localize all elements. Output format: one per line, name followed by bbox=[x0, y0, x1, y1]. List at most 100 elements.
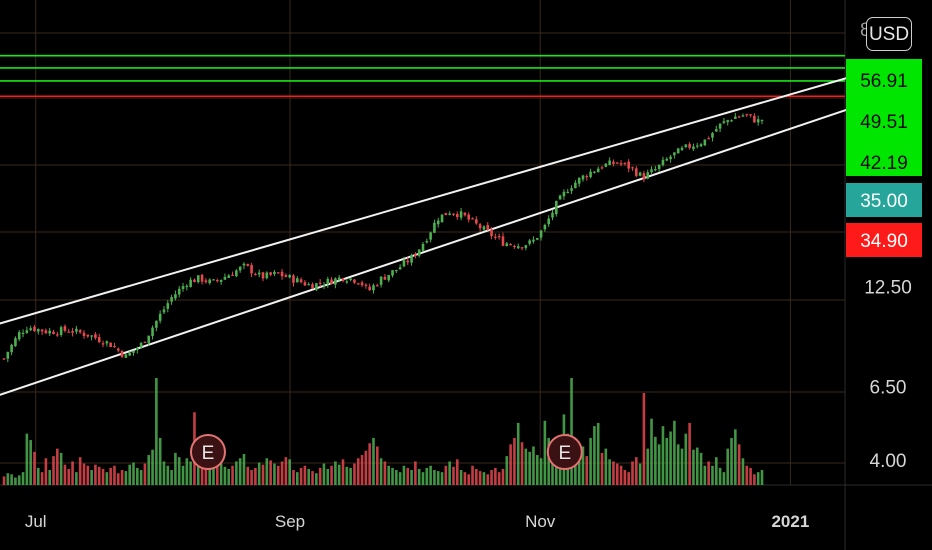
volume-bar bbox=[471, 465, 474, 485]
volume-bar bbox=[56, 448, 59, 485]
candle-body bbox=[261, 272, 265, 279]
volume-bar bbox=[455, 459, 459, 485]
time-axis-label[interactable]: Nov bbox=[525, 512, 556, 531]
candle-body bbox=[478, 224, 482, 229]
volume-bar bbox=[368, 443, 371, 485]
volume-bar bbox=[665, 437, 669, 485]
volume-bar bbox=[429, 465, 432, 485]
candle-body bbox=[59, 327, 63, 335]
candle-body bbox=[513, 245, 516, 248]
candle-body bbox=[417, 249, 421, 256]
horizontal-levels[interactable] bbox=[0, 54, 845, 98]
candle-body bbox=[170, 297, 173, 302]
candle-body bbox=[193, 279, 196, 283]
candle-body bbox=[543, 224, 547, 230]
candle-body bbox=[730, 120, 733, 122]
volume-bar bbox=[593, 426, 596, 485]
volume-bar bbox=[311, 471, 314, 485]
candle-body bbox=[334, 278, 337, 285]
volume-bar bbox=[356, 458, 360, 485]
candle-body bbox=[642, 173, 646, 180]
candle-body bbox=[162, 309, 166, 313]
candle-body bbox=[82, 332, 86, 336]
candle-body bbox=[688, 144, 691, 148]
volume-bar bbox=[52, 456, 55, 485]
volume-bar bbox=[547, 437, 550, 485]
candle-body bbox=[63, 326, 67, 331]
earnings-marker[interactable] bbox=[189, 434, 226, 470]
price-axis-label[interactable]: 4.00 bbox=[870, 451, 907, 472]
volume-bar bbox=[734, 429, 737, 485]
candle-body bbox=[600, 167, 604, 169]
price-axis-label[interactable]: 12.50 bbox=[864, 278, 912, 299]
volume-bar bbox=[395, 470, 398, 485]
candle-body bbox=[494, 236, 497, 238]
volume-bar bbox=[120, 470, 124, 485]
candle-body bbox=[124, 354, 128, 358]
candle-body bbox=[562, 191, 566, 197]
candle-body bbox=[33, 326, 36, 332]
volume-bar bbox=[642, 392, 646, 485]
volume-bar bbox=[246, 466, 250, 485]
time-axis-label[interactable]: Sep bbox=[275, 512, 305, 531]
candle-body bbox=[421, 243, 425, 251]
candle-body bbox=[250, 265, 253, 274]
volume-bar bbox=[14, 477, 17, 485]
volume-bar bbox=[619, 465, 623, 485]
candle-body bbox=[120, 350, 124, 357]
volume-bar bbox=[223, 466, 227, 485]
candle-body bbox=[200, 274, 204, 282]
volume-bar bbox=[166, 465, 170, 485]
price-tag-label: 56.91 bbox=[860, 71, 908, 92]
volume-bar bbox=[71, 461, 74, 485]
candle-body bbox=[90, 335, 93, 337]
candle-body bbox=[414, 254, 417, 257]
candle-body bbox=[539, 230, 543, 238]
candle-body bbox=[139, 342, 143, 348]
candle-body bbox=[467, 214, 471, 220]
candle-body bbox=[661, 159, 665, 166]
candle-body bbox=[676, 148, 680, 154]
volume-bar bbox=[589, 437, 592, 485]
candle-body bbox=[692, 146, 695, 150]
candle-body bbox=[551, 212, 554, 218]
volume-bar bbox=[756, 472, 760, 485]
volume-bar bbox=[90, 470, 93, 485]
candle-body bbox=[181, 286, 185, 289]
volume-bar bbox=[391, 467, 394, 485]
price-tag-label: 42.19 bbox=[860, 153, 908, 174]
volume-bar bbox=[680, 448, 684, 485]
candle-body bbox=[635, 168, 638, 176]
volume-bar bbox=[608, 459, 611, 485]
time-axis-label[interactable]: Jul bbox=[25, 512, 47, 531]
candle-body bbox=[303, 282, 307, 286]
volume-bar bbox=[444, 465, 448, 485]
time-axis[interactable]: Jul Sep Nov 2021 bbox=[25, 512, 809, 531]
price-axis[interactable]: 12.50 6.50 4.00 bbox=[864, 278, 912, 473]
candle-body bbox=[707, 138, 710, 140]
candle-body bbox=[695, 145, 699, 147]
candle-body bbox=[143, 341, 147, 343]
volume-bar bbox=[448, 461, 451, 485]
candle-body bbox=[524, 245, 528, 248]
volume-bar bbox=[360, 455, 364, 485]
candle-body bbox=[612, 161, 615, 164]
candle-body bbox=[722, 121, 726, 123]
candle-body bbox=[113, 346, 116, 348]
candle-body bbox=[532, 239, 535, 242]
earnings-marker[interactable] bbox=[546, 434, 583, 470]
candle-body bbox=[136, 347, 139, 351]
candle-body bbox=[14, 338, 17, 347]
time-axis-label[interactable]: 2021 bbox=[771, 512, 809, 531]
candle-body bbox=[627, 161, 630, 169]
volume-bar bbox=[486, 474, 490, 485]
volume-bar bbox=[623, 470, 627, 485]
currency-button[interactable]: USD bbox=[866, 17, 912, 51]
channel-line[interactable] bbox=[0, 67, 881, 339]
candle-body bbox=[78, 330, 82, 333]
candle-body bbox=[753, 115, 756, 123]
volume-bar bbox=[273, 463, 276, 485]
price-axis-label[interactable]: 6.50 bbox=[870, 377, 907, 398]
